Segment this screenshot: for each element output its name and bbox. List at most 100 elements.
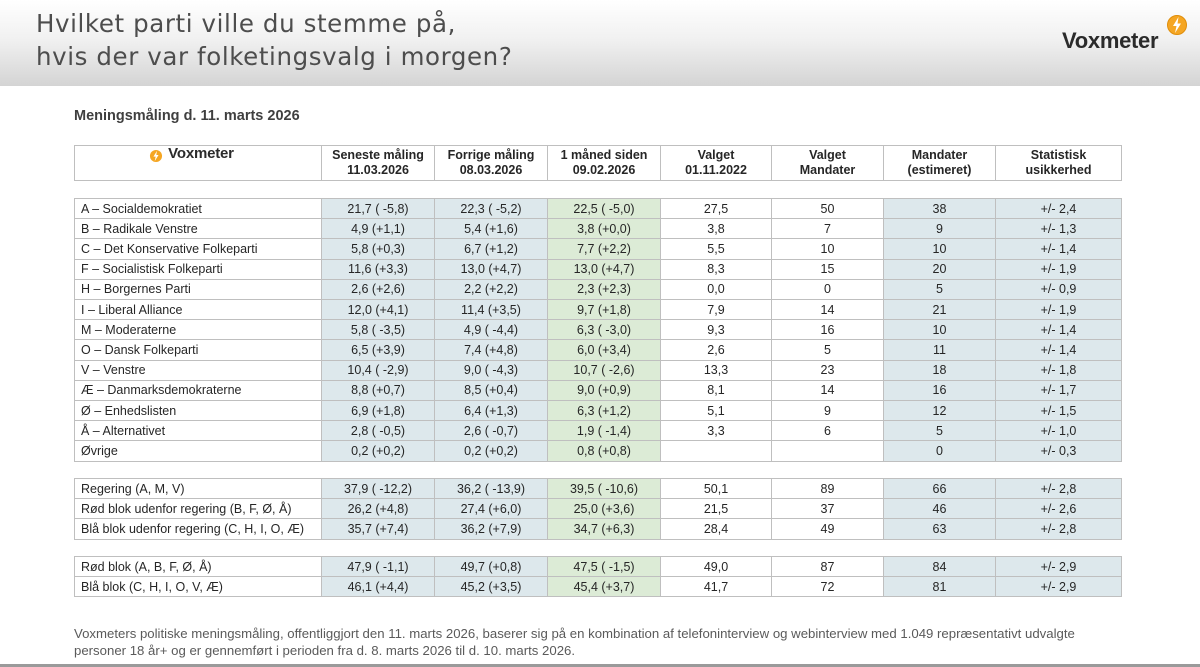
value-cell: 6,9 (+1,8): [321, 400, 435, 422]
value-cell: +/- 1,7: [995, 379, 1122, 401]
value-cell: 10: [883, 238, 996, 260]
party-row: M – Moderaterne 5,8 ( -3,5) 4,9 ( -4,4) 6,3…: [74, 319, 1122, 341]
value-cell: +/- 2,6: [995, 498, 1122, 520]
value-cell: 41,7: [660, 576, 772, 598]
value-cell: 7,9: [660, 299, 772, 321]
column-header-line: 09.02.2026: [572, 163, 636, 177]
methodology-footnote: Voxmeters politiske meningsmåling, offen…: [74, 626, 1075, 658]
value-cell: +/- 1,0: [995, 420, 1122, 442]
logo-text: Voxmeter: [1062, 28, 1159, 53]
value-cell: 9,7 (+1,8): [547, 299, 661, 321]
value-cell: 12,0 (+4,1): [321, 299, 435, 321]
value-cell: 49,0: [660, 556, 772, 578]
party-row: Øvrige 0,2 (+0,2) 0,2 (+0,2) 0,8 (+0,8) 0 +/-…: [74, 440, 1122, 462]
value-cell: 66: [883, 478, 996, 500]
value-cell: 45,2 (+3,5): [434, 576, 548, 598]
value-cell: 11,4 (+3,5): [434, 299, 548, 321]
value-cell: 50: [771, 198, 884, 220]
value-cell: 28,4: [660, 518, 772, 540]
value-cell: 87: [771, 556, 884, 578]
value-cell: 13,3: [660, 359, 772, 381]
value-cell: 11,6 (+3,3): [321, 258, 435, 280]
party-name-cell: H – Borgernes Parti: [74, 278, 322, 300]
value-cell: 14: [771, 379, 884, 401]
value-cell: 27,4 (+6,0): [434, 498, 548, 520]
value-cell: 63: [883, 518, 996, 540]
value-cell: 21,7 ( -5,8): [321, 198, 435, 220]
value-cell: 16: [771, 319, 884, 341]
party-name-cell: M – Moderaterne: [74, 319, 322, 341]
party-name-cell: F – Socialistisk Folkeparti: [74, 258, 322, 280]
bloc-row: Rød blok (A, B, F, Ø, Å) 47,9 ( -1,1) 49,7…: [74, 556, 1122, 578]
voxmeter-logo: Voxmeter: [1062, 14, 1192, 54]
party-row: A – Socialdemokratiet 21,7 ( -5,8) 22,3 ( …: [74, 198, 1122, 220]
value-cell: 45,4 (+3,7): [547, 576, 661, 598]
value-cell: 10,7 ( -2,6): [547, 359, 661, 381]
column-header-line: Statistisk: [1030, 148, 1087, 162]
value-cell: 14: [771, 299, 884, 321]
value-cell: 9,0 (+0,9): [547, 379, 661, 401]
party-name-cell: C – Det Konservative Folkeparti: [74, 238, 322, 260]
column-header-line: 1 måned siden: [560, 148, 648, 162]
column-header-line: Valget: [809, 148, 846, 162]
value-cell: 4,9 ( -4,4): [434, 319, 548, 341]
value-cell: 6,7 (+1,2): [434, 238, 548, 260]
value-cell: 0,8 (+0,8): [547, 440, 661, 462]
value-cell: 11: [883, 339, 996, 361]
value-cell: 38: [883, 198, 996, 220]
column-header-line: Forrige måling: [447, 148, 535, 162]
value-cell: 8,3: [660, 258, 772, 280]
title-line-1: Hvilket parti ville du stemme på,: [36, 9, 456, 38]
value-cell: 81: [883, 576, 996, 598]
column-header-seneste: Seneste måling 11.03.2026: [321, 145, 435, 181]
value-cell: +/- 0,3: [995, 440, 1122, 462]
value-cell: +/- 1,8: [995, 359, 1122, 381]
column-header-line: 11.03.2026: [347, 163, 409, 177]
value-cell: 46,1 (+4,4): [321, 576, 435, 598]
value-cell: 1,9 ( -1,4): [547, 420, 661, 442]
value-cell: +/- 1,9: [995, 299, 1122, 321]
value-cell: 5: [883, 278, 996, 300]
value-cell: 5,5: [660, 238, 772, 260]
column-header-valget: Valget 01.11.2022: [660, 145, 772, 181]
value-cell: [771, 440, 884, 462]
column-header-valget-mandater: Valget Mandater: [771, 145, 884, 181]
value-cell: 5,4 (+1,6): [434, 218, 548, 240]
value-cell: +/- 1,9: [995, 258, 1122, 280]
value-cell: 10: [771, 238, 884, 260]
value-cell: +/- 1,4: [995, 238, 1122, 260]
value-cell: +/- 2,8: [995, 478, 1122, 500]
column-header-mandater-estimeret: Mandater (estimeret): [883, 145, 996, 181]
value-cell: 3,3: [660, 420, 772, 442]
value-cell: 6,5 (+3,9): [321, 339, 435, 361]
party-name-cell: B – Radikale Venstre: [74, 218, 322, 240]
value-cell: 9: [883, 218, 996, 240]
party-name-cell: V – Venstre: [74, 359, 322, 381]
value-cell: 6,3 (+1,2): [547, 400, 661, 422]
party-name-cell: Æ – Danmarksdemokraterne: [74, 379, 322, 401]
value-cell: 47,5 ( -1,5): [547, 556, 661, 578]
value-cell: 21,5: [660, 498, 772, 520]
party-name-cell: O – Dansk Folkeparti: [74, 339, 322, 361]
party-row: I – Liberal Alliance 12,0 (+4,1) 11,4 (+3,…: [74, 299, 1122, 321]
column-header-forrige: Forrige måling 08.03.2026: [434, 145, 548, 181]
party-row: V – Venstre 10,4 ( -2,9) 9,0 ( -4,3) 10,7 (…: [74, 359, 1122, 381]
value-cell: 23: [771, 359, 884, 381]
value-cell: 35,7 (+7,4): [321, 518, 435, 540]
value-cell: 49: [771, 518, 884, 540]
value-cell: +/- 2,9: [995, 576, 1122, 598]
column-header-line: (estimeret): [907, 163, 972, 177]
value-cell: 50,1: [660, 478, 772, 500]
column-header-usikkerhed: Statistisk usikkerhed: [995, 145, 1122, 181]
value-cell: 15: [771, 258, 884, 280]
header-banner: Hvilket parti ville du stemme på, hvis d…: [0, 0, 1200, 86]
column-header-line: Valget: [697, 148, 735, 162]
value-cell: 5: [771, 339, 884, 361]
table-logo-text: Voxmeter: [168, 145, 234, 162]
party-name-cell: Øvrige: [74, 440, 322, 462]
value-cell: +/- 1,4: [995, 339, 1122, 361]
value-cell: 0,2 (+0,2): [321, 440, 435, 462]
value-cell: 72: [771, 576, 884, 598]
value-cell: 18: [883, 359, 996, 381]
value-cell: 39,5 ( -10,6): [547, 478, 661, 500]
